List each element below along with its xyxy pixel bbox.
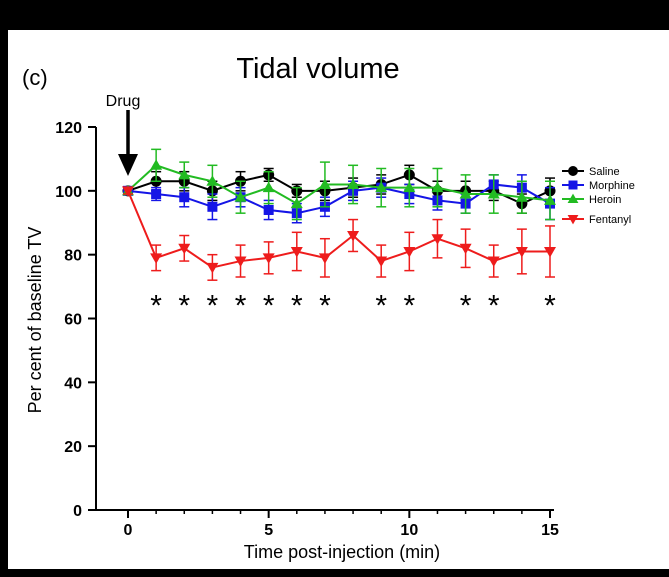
y-axis-label: Per cent of baseline TV: [25, 227, 45, 414]
significance-asterisk: *: [263, 289, 275, 322]
data-point: [375, 181, 388, 193]
data-point: [347, 231, 360, 242]
significance-asterisk: *: [235, 289, 247, 322]
legend-item-heroin: Heroin: [562, 193, 621, 206]
significance-asterisk: *: [460, 289, 472, 322]
chart-title: Tidal volume: [236, 53, 399, 85]
data-point: [403, 246, 416, 258]
data-point: [262, 181, 275, 193]
data-point: [487, 188, 500, 199]
significance-asterisk: *: [207, 289, 219, 322]
significance-asterisk: *: [150, 289, 162, 322]
x-tick-label: 15: [541, 522, 559, 539]
legend-item-saline: Saline: [562, 166, 620, 178]
drug-annotation: Drug: [106, 93, 141, 110]
plot-series: [122, 148, 556, 281]
x-tick-label: 0: [124, 522, 133, 539]
series-line: [127, 190, 550, 269]
y-tick-label: 40: [64, 375, 82, 392]
data-point: [263, 204, 274, 215]
data-point: [459, 243, 472, 255]
data-point: [179, 192, 190, 203]
data-point: [318, 253, 331, 264]
data-point: [290, 246, 303, 258]
y-tick-label: 120: [55, 120, 82, 137]
data-point: [375, 256, 388, 268]
data-point: [487, 256, 500, 268]
data-point: [568, 166, 578, 176]
data-point: [178, 168, 191, 180]
x-tick-label: 5: [264, 522, 273, 539]
legend: Saline Morphine Heroin Fentanyl: [562, 166, 635, 226]
data-point: [403, 181, 416, 193]
data-point: [431, 181, 444, 193]
significance-asterisk: *: [291, 289, 303, 322]
significance-asterisk: *: [178, 289, 190, 322]
data-point: [459, 188, 472, 199]
series-line: [127, 164, 551, 205]
legend-label: Fentanyl: [589, 214, 631, 226]
drug-arrow: [118, 110, 138, 176]
series-fentanyl: [122, 186, 556, 281]
data-point: [122, 186, 134, 197]
y-tick-label: 100: [55, 184, 82, 201]
significance-asterisk: *: [544, 289, 556, 322]
data-point: [515, 191, 528, 202]
data-point: [347, 178, 360, 189]
data-point: [544, 246, 556, 258]
series-heroin: [122, 148, 556, 221]
significance-asterisk: *: [403, 289, 415, 322]
significance-markers: * * * * * * * * * * * *: [150, 289, 556, 322]
data-point: [150, 159, 163, 170]
data-point: [431, 234, 444, 245]
tidal-volume-chart: (c) Tidal volume Drug Time post-injectio…: [22, 53, 635, 562]
data-point: [206, 262, 219, 274]
data-point: [567, 193, 579, 204]
y-tick-label: 20: [64, 439, 82, 456]
legend-item-fentanyl: Fentanyl: [562, 214, 631, 226]
legend-item-morphine: Morphine: [562, 180, 635, 192]
data-point: [206, 175, 219, 186]
legend-label: Saline: [589, 166, 620, 178]
y-tick-label: 80: [64, 248, 82, 265]
data-point: [544, 194, 556, 205]
x-tick-label: 10: [400, 522, 418, 539]
data-point: [151, 189, 162, 200]
data-point: [318, 178, 331, 189]
data-point: [207, 201, 218, 212]
significance-asterisk: *: [319, 289, 331, 322]
data-point: [568, 180, 578, 190]
data-point: [262, 253, 275, 264]
data-point: [234, 256, 247, 268]
data-point: [290, 197, 303, 209]
data-point: [178, 243, 191, 255]
significance-asterisk: *: [488, 289, 500, 322]
series-line: [127, 173, 551, 205]
panel-label: (c): [22, 65, 48, 90]
data-point: [515, 246, 528, 258]
y-tick-label: 60: [64, 312, 82, 329]
legend-label: Heroin: [589, 194, 621, 206]
legend-label: Morphine: [589, 180, 635, 192]
data-point: [234, 191, 247, 202]
axes: 0 20 40 60 80 100 120 0 5 10 15: [55, 120, 559, 539]
y-tick-label: 0: [73, 503, 82, 520]
significance-asterisk: *: [375, 289, 387, 322]
data-point: [567, 214, 579, 225]
chart-panel: (c) Tidal volume Drug Time post-injectio…: [8, 30, 669, 569]
x-axis-label: Time post-injection (min): [244, 542, 440, 562]
data-point: [150, 253, 163, 264]
